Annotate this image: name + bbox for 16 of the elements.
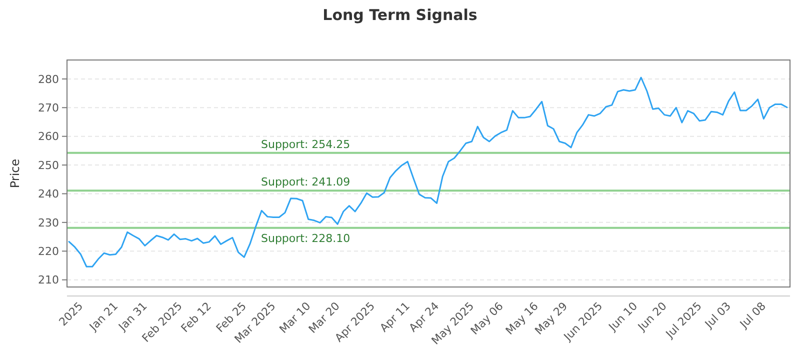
y-tick-label: 220	[38, 244, 59, 258]
ref-line-label: Support: 254.25	[261, 138, 350, 151]
y-tick-label: 240	[38, 188, 59, 201]
line-series	[68, 76, 788, 268]
y-tick-label: 210	[38, 274, 59, 287]
ref-line-label: Support: 241.09	[261, 176, 350, 189]
chart-title: Long Term Signals	[322, 6, 478, 24]
y-tick-label: 250	[38, 158, 59, 172]
y-tick-label: 230	[38, 216, 59, 230]
y-tick-label: 280	[38, 72, 59, 86]
x-tick-label: Jul 08	[736, 300, 768, 332]
x-tick-label: Jul 03	[702, 300, 734, 332]
y-tick-label: 260	[38, 130, 59, 144]
y-axis-title: Price	[8, 158, 22, 188]
y-tick-label: 270	[38, 101, 59, 114]
ref-line-label: Support: 228.10	[261, 232, 350, 245]
